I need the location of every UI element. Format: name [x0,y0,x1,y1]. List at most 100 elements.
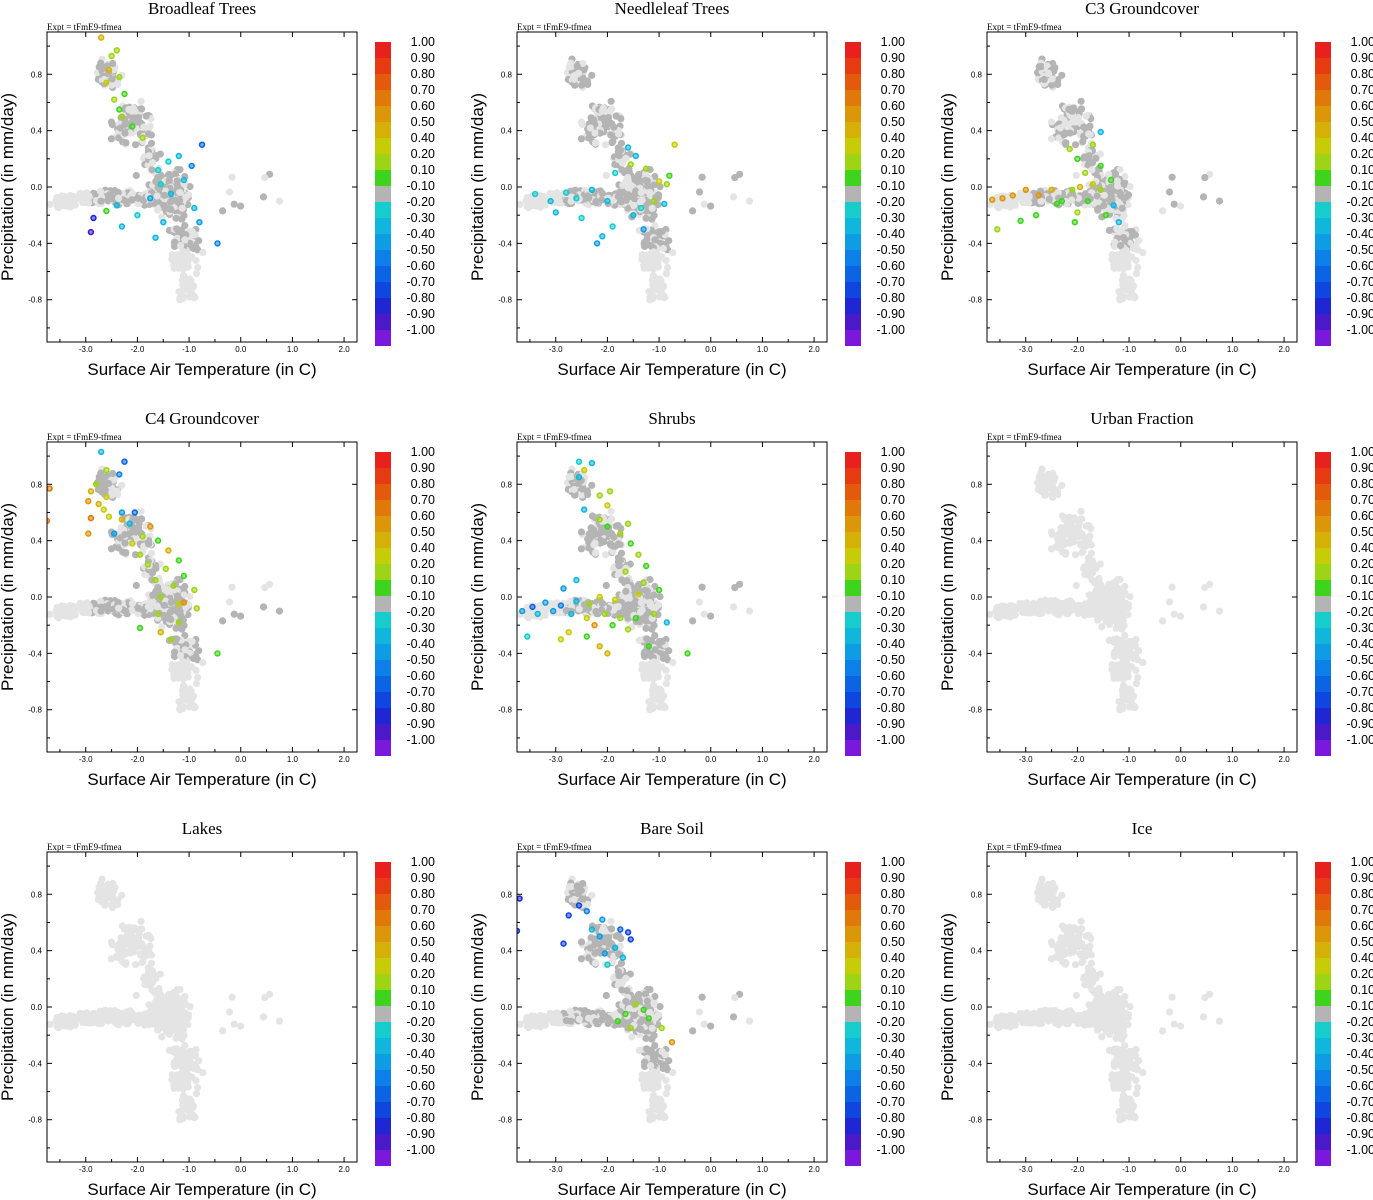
data-point [596,492,603,499]
data-point [1074,209,1081,216]
colorbar-label: 0.60 [411,509,435,523]
ytick-0.0: 0.0 [971,183,983,192]
background-point [1119,248,1127,256]
colorbar-swatch [375,250,391,266]
background-point [132,171,140,180]
data-point [214,240,221,247]
background-point [132,581,140,590]
data-point [624,626,632,633]
background-point [116,124,124,132]
background-point [588,71,596,79]
background-point [1100,191,1108,199]
background-point [173,635,181,643]
data-point [632,152,639,160]
background-point [131,141,140,149]
data-point [196,219,203,226]
expt-label: Expt = tFmE9-tfmea [987,22,1062,32]
data-point [97,34,105,41]
data-point [609,621,616,629]
background-point [1093,602,1101,610]
data-point [1076,183,1084,191]
x-tick-label: -1.0 [182,345,196,354]
colorbar-swatch [375,676,391,692]
background-point [646,296,654,304]
background-point [637,615,645,624]
colorbar: 1.000.900.800.700.600.500.400.200.10-0.1… [375,35,435,346]
colorbar-swatch [845,202,861,218]
colorbar-swatch [375,516,391,532]
colorbar-swatch [375,58,391,74]
colorbar-label: -0.20 [407,195,436,209]
data-point [1081,169,1089,177]
background-point [259,603,268,611]
background-point [1084,603,1092,611]
background-point [1056,534,1064,542]
data-point [573,597,580,605]
background-point [1080,533,1088,541]
plot-area [47,34,284,304]
background-point [1079,138,1087,146]
background-point [1054,80,1062,88]
data-point [640,579,647,587]
colorbar-swatch [1315,330,1331,346]
data-point [583,633,590,640]
colorbar-label: 0.40 [881,541,905,555]
background-point [608,105,616,113]
data-point [165,158,172,165]
background-point [1045,479,1053,487]
colorbar-label: 0.60 [881,509,905,523]
background-point [128,606,136,614]
background-point [1114,182,1122,190]
background-point [1049,469,1057,478]
data-point [152,234,159,241]
x-tick-label: -1.0 [652,755,666,764]
expt-label: Expt = tFmE9-tfmea [517,432,592,442]
data-point [87,228,95,236]
background-point [115,604,123,612]
background-point [1129,244,1137,253]
colorbar-swatch [845,580,861,596]
data-point [663,181,670,188]
background-point [118,481,126,489]
background-point [190,292,198,300]
background-point [230,200,238,208]
colorbar-swatch [845,154,861,170]
data-point [1071,219,1079,226]
background-point [1126,593,1134,601]
colorbar-swatch [1315,58,1331,74]
background-point [142,112,150,120]
background-point [237,202,245,210]
background-point [1047,528,1056,536]
background-point [700,610,708,618]
background-point [662,270,671,278]
data-point [170,582,177,589]
colorbar-label: 0.50 [881,525,905,539]
background-point [646,706,654,714]
background-point [615,152,623,160]
colorbar-label: 0.20 [1351,147,1373,161]
background-point [122,197,130,206]
background-point [176,166,184,174]
background-point [647,260,655,269]
background-point [1201,174,1209,182]
y-axis-label: Precipitation (in mm/day) [0,93,17,281]
data-point [198,141,206,148]
data-point [999,195,1006,202]
background-point [194,264,202,272]
background-point [190,702,198,710]
colorbar-label: -0.50 [877,243,906,257]
background-point [147,139,156,147]
background-point [994,614,1003,622]
background-point [115,544,123,552]
colorbar-label: 1.00 [1351,35,1373,49]
background-point [181,236,189,244]
background-point [128,196,136,204]
colorbar-swatch [845,564,861,580]
background-point [105,195,113,203]
background-point [1130,292,1138,300]
data-point [103,493,110,501]
data-point [1089,141,1097,148]
data-point [586,600,593,608]
background-point [656,593,664,601]
background-point [731,174,739,182]
